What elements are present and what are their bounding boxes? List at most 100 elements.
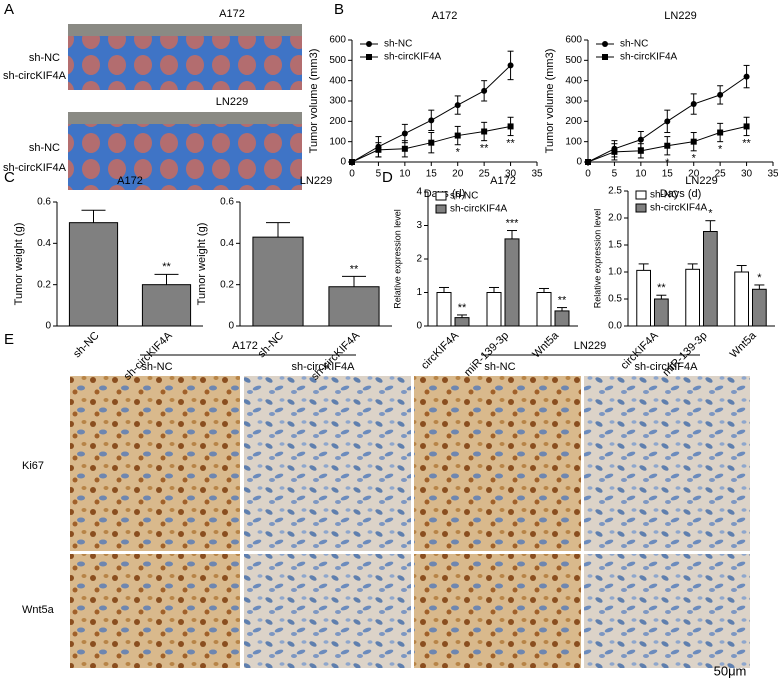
y-tick-label: 300 [565, 96, 582, 107]
x-tick-label: sh-NC [256, 330, 287, 361]
y-tick-label: 200 [565, 116, 582, 127]
x-tick-label: circKIF4A [419, 329, 462, 372]
point [690, 138, 697, 145]
bar [554, 310, 570, 327]
y-tick-label: 0 [576, 157, 582, 168]
point [375, 146, 382, 153]
x-tick-label: Wnt5a [530, 329, 562, 361]
bar [328, 286, 380, 327]
legend-swatch [435, 191, 447, 201]
chart-title: A172 [490, 175, 516, 187]
point [585, 159, 591, 165]
x-tick-label: 30 [741, 169, 753, 180]
x-tick-label: 10 [635, 169, 647, 180]
panel-label: D [382, 169, 393, 186]
y-axis-label: Tumor weight (g) [13, 223, 25, 306]
x-tick-label: Wnt5a [728, 329, 760, 361]
x-tick-label: sh-NC [71, 330, 102, 361]
x-tick-label: 10 [399, 169, 411, 180]
y-tick-label: 100 [565, 136, 582, 147]
bar [68, 222, 119, 327]
bar [436, 292, 452, 327]
y-tick-label: 0.6 [37, 197, 51, 208]
y-tick-label: 3 [416, 220, 422, 231]
y-tick-label: 0 [340, 157, 346, 168]
y-tick-label: 300 [329, 96, 346, 107]
chart-title: LN229 [685, 175, 717, 187]
y-axis-label: Tumor volume (mm3) [544, 49, 556, 154]
point [481, 87, 488, 94]
point [454, 102, 461, 109]
chart-title: LN229 [300, 175, 332, 187]
y-tick-label: 0.2 [37, 279, 51, 290]
x-tick-label: sh-circKIF4A [309, 329, 362, 382]
ruler [68, 112, 302, 124]
y-tick-label: 4 [416, 187, 422, 198]
column-label: sh-NC [484, 361, 515, 373]
ruler [68, 24, 302, 36]
y-tick-label: 0.0 [608, 321, 622, 332]
legend-label: sh-circKIF4A [384, 52, 442, 63]
row-label: sh-circKIF4A [3, 162, 67, 174]
bar [703, 231, 718, 327]
ihc-photo [584, 376, 750, 551]
y-tick-label: 0.5 [608, 294, 622, 305]
x-tick-label: 5 [376, 169, 382, 180]
significance: * [757, 272, 762, 284]
column-label: sh-NC [141, 361, 172, 373]
legend-label: sh-NC [450, 191, 478, 202]
y-tick-label: 600 [565, 35, 582, 46]
legend-marker [366, 54, 372, 60]
row-label: Wnt5a [22, 604, 55, 616]
ihc-photo [70, 376, 240, 551]
significance: * [708, 208, 713, 220]
bar [734, 271, 750, 327]
panel-label: E [4, 331, 14, 348]
legend-label: sh-circKIF4A [650, 203, 708, 214]
column-label: sh-circKIF4A [635, 361, 699, 373]
legend-swatch [635, 190, 647, 200]
significance: ** [162, 261, 171, 273]
x-tick-label: 25 [715, 169, 727, 180]
y-tick-label: 0.4 [37, 238, 51, 249]
significance: ** [506, 137, 515, 149]
x-tick-label: 15 [662, 169, 674, 180]
point [743, 123, 750, 130]
y-tick-label: 2.5 [608, 186, 622, 197]
y-tick-label: 400 [565, 75, 582, 86]
point [664, 142, 671, 149]
panel-label: B [334, 1, 344, 18]
bar [752, 288, 767, 327]
point [428, 139, 435, 146]
row-label: sh-NC [29, 52, 60, 64]
point [507, 62, 514, 69]
significance: ** [458, 302, 467, 314]
y-tick-label: 100 [329, 136, 346, 147]
row-label: sh-circKIF4A [3, 70, 67, 82]
point [664, 118, 671, 125]
x-tick-label: 35 [531, 169, 543, 180]
bar [536, 292, 552, 327]
x-tick-label: 0 [349, 169, 355, 180]
x-tick-label: 0 [585, 169, 591, 180]
y-axis-label: Relative expression level [592, 209, 602, 309]
point [637, 136, 644, 143]
y-tick-label: 500 [329, 55, 346, 66]
x-tick-label: 5 [612, 169, 618, 180]
y-tick-label: 2 [416, 254, 422, 265]
point [454, 132, 461, 139]
significance: * [692, 153, 697, 165]
ihc-photo [244, 554, 411, 668]
y-tick-label: 0 [45, 321, 51, 332]
point [401, 130, 408, 137]
significance: * [456, 147, 461, 159]
y-tick-label: 400 [329, 75, 346, 86]
point [717, 91, 724, 98]
bar [504, 238, 520, 327]
chart-title: LN229 [664, 10, 696, 22]
point [401, 145, 408, 152]
bar [636, 269, 652, 327]
point [743, 73, 750, 80]
bar [454, 317, 470, 327]
significance: * [718, 144, 723, 156]
